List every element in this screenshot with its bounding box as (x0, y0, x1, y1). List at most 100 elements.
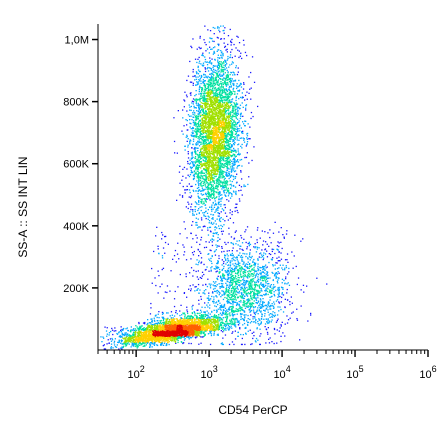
event-point (201, 219, 203, 221)
event-point (105, 330, 108, 332)
event-point (230, 183, 232, 185)
event-point (207, 126, 209, 128)
event-point (203, 39, 205, 41)
event-point (227, 145, 229, 147)
event-point (202, 212, 204, 214)
event-point (168, 338, 170, 340)
event-point (200, 172, 202, 174)
event-point (237, 130, 239, 132)
event-point (199, 153, 201, 156)
event-point (226, 173, 228, 176)
event-point (201, 87, 203, 89)
event-point (243, 138, 245, 140)
event-point (208, 148, 210, 150)
event-point (227, 195, 230, 197)
event-point (238, 198, 241, 200)
event-point (202, 182, 204, 184)
event-point (222, 79, 224, 81)
event-point (210, 123, 213, 125)
event-point (214, 134, 216, 136)
event-point (223, 124, 225, 126)
event-point (203, 95, 205, 97)
event-point (205, 178, 207, 181)
event-point (219, 194, 222, 196)
event-point (213, 172, 215, 175)
event-point (196, 177, 199, 179)
event-point (202, 52, 204, 54)
event-point (247, 123, 249, 125)
event-point (209, 99, 211, 101)
event-point (220, 97, 222, 99)
event-point (228, 153, 230, 155)
event-point (236, 108, 238, 110)
event-point (207, 123, 209, 125)
event-point (225, 49, 227, 51)
event-point (200, 184, 202, 186)
event-point (203, 212, 206, 214)
event-point (207, 29, 209, 31)
event-point (206, 64, 209, 66)
event-point (217, 71, 220, 73)
event-point (228, 192, 230, 194)
event-point (233, 119, 235, 121)
event-point (227, 97, 230, 100)
event-point (238, 154, 241, 156)
event-point (215, 88, 217, 90)
event-point (216, 178, 218, 180)
event-point (189, 122, 191, 124)
event-point (232, 178, 235, 181)
event-point (228, 233, 230, 235)
event-point (172, 317, 174, 319)
event-point (198, 164, 201, 167)
event-point (201, 152, 203, 154)
event-point (104, 326, 106, 328)
event-point (225, 118, 228, 120)
event-point (192, 132, 195, 134)
event-point (217, 81, 219, 83)
event-point (208, 118, 210, 120)
event-point (223, 150, 225, 152)
event-point (207, 155, 209, 157)
event-point (232, 80, 235, 82)
event-point (144, 321, 146, 324)
event-point (205, 127, 207, 129)
event-point (228, 120, 230, 122)
event-point (235, 67, 237, 69)
event-point (213, 206, 216, 208)
event-point (213, 135, 215, 137)
event-point (194, 115, 197, 118)
event-point (138, 344, 140, 346)
event-point (206, 173, 208, 175)
event-point (225, 78, 227, 80)
event-point (224, 108, 226, 110)
event-point (197, 150, 199, 152)
event-point (214, 79, 216, 81)
event-point (215, 159, 217, 161)
event-point (220, 151, 222, 153)
event-point (234, 136, 236, 138)
event-point (237, 107, 239, 109)
event-point (185, 177, 187, 179)
event-point (216, 323, 218, 326)
event-point (206, 156, 209, 159)
event-point (211, 153, 214, 156)
event-point (225, 119, 227, 121)
event-point (215, 150, 217, 152)
event-point (226, 215, 228, 217)
event-point (218, 121, 220, 123)
event-point (128, 343, 130, 345)
event-point (196, 72, 198, 75)
event-point (218, 124, 220, 126)
event-point (227, 57, 229, 60)
event-point (230, 121, 232, 123)
event-point (209, 146, 211, 149)
event-point (226, 119, 228, 122)
event-point (209, 78, 211, 80)
event-point (216, 173, 218, 175)
event-point (190, 152, 193, 154)
event-point (188, 183, 190, 185)
event-point (194, 75, 196, 77)
event-point (186, 96, 188, 98)
event-point (224, 195, 227, 197)
event-point (220, 136, 222, 138)
